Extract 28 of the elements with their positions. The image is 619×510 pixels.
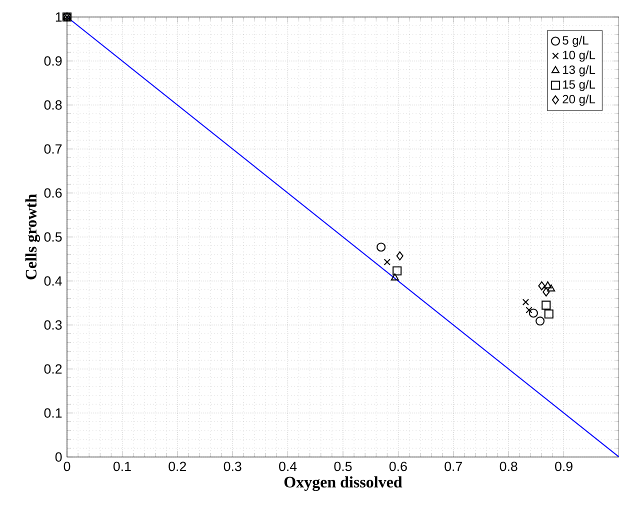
legend-label: 15 g/L	[563, 80, 596, 92]
y-tick-label: 1	[56, 12, 62, 22]
y-tick-label: 0.9	[44, 56, 62, 66]
y-tick-label: 0.3	[44, 320, 62, 330]
y-tick-label: 0	[55, 452, 62, 462]
x-tick-label: 0.8	[500, 462, 518, 472]
x-tick-label: 0.1	[113, 462, 131, 472]
legend-label: 13 g/L	[563, 65, 596, 76]
x-tick-label: 0.9	[555, 462, 572, 472]
y-tick-label: 0.1	[44, 408, 62, 418]
y-tick-label: 0.2	[44, 364, 62, 374]
x-tick-label: 0	[64, 462, 70, 472]
x-tick-label: 0.4	[279, 462, 297, 472]
x-tick-label: 0.6	[389, 462, 407, 472]
y-tick-label: 0.7	[44, 144, 62, 154]
x-tick-label: 0.5	[334, 462, 352, 472]
y-tick-label: 0.8	[44, 100, 62, 110]
x-axis-title: Oxygen dissolved	[284, 476, 402, 491]
legend-label: 5 g/L	[562, 36, 588, 47]
y-tick-label: 0.6	[44, 188, 62, 198]
y-tick-label: 0.4	[44, 276, 62, 286]
x-tick-label: 0.7	[444, 462, 462, 472]
x-tick-label: 0.2	[168, 462, 186, 472]
y-axis-title: Cells growth	[25, 194, 40, 280]
y-tick-label: 0.5	[44, 232, 62, 242]
legend-label: 20 g/L	[562, 94, 596, 106]
legend-label: 10 g/L	[563, 50, 596, 62]
x-tick-label: 0.3	[224, 462, 242, 472]
